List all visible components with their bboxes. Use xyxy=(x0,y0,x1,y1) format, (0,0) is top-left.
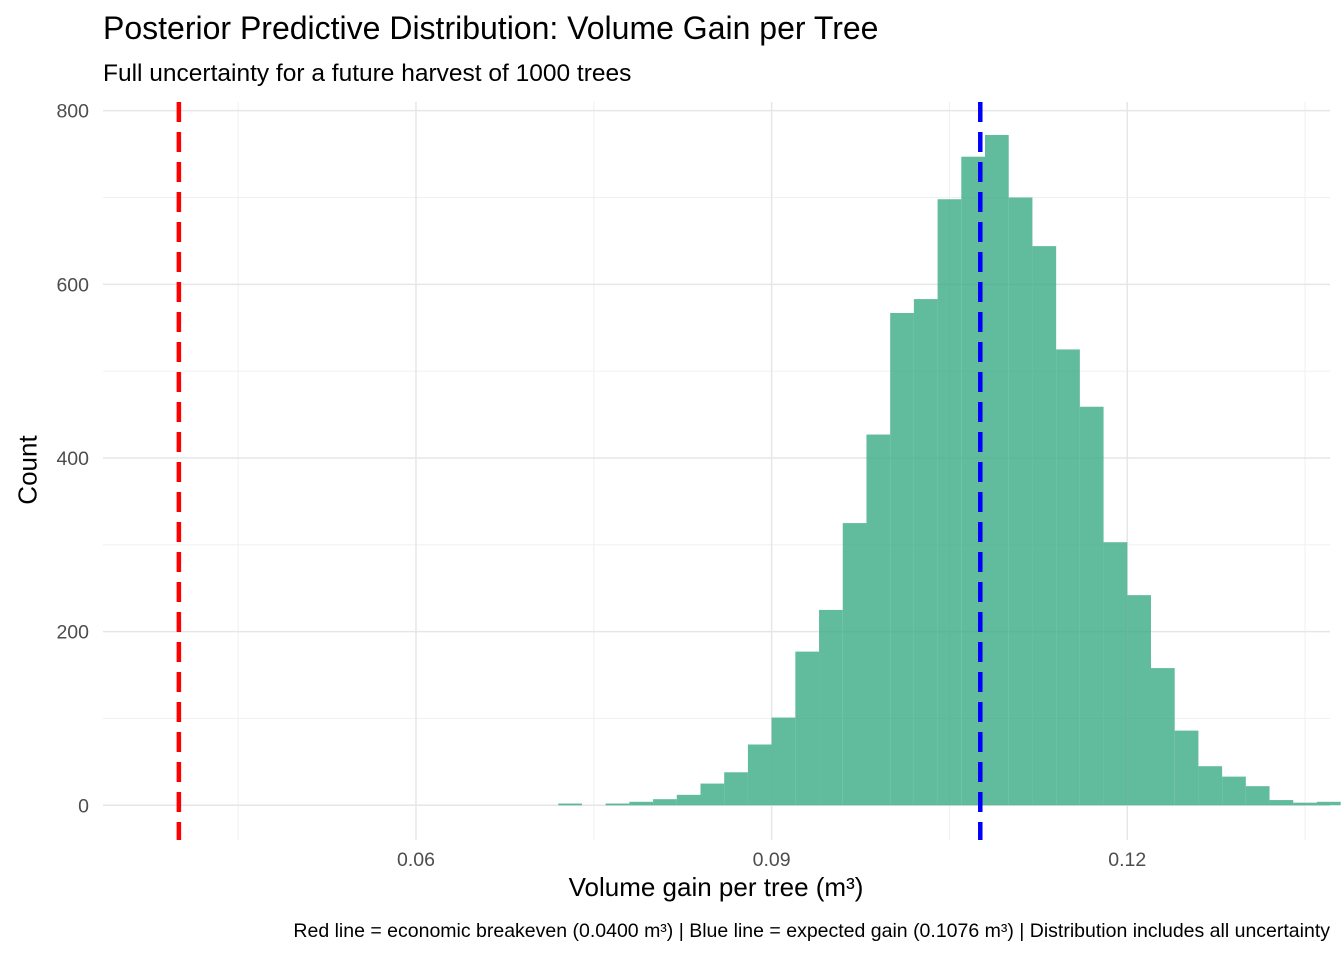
histogram-bar xyxy=(700,783,725,806)
histogram-bar xyxy=(890,312,914,806)
histogram-bar xyxy=(605,803,630,806)
histogram-bar xyxy=(1127,595,1151,806)
histogram-bar xyxy=(1222,776,1246,806)
y-tick-label: 600 xyxy=(56,274,89,296)
histogram-bars xyxy=(558,134,1341,806)
histogram-bar xyxy=(629,801,654,806)
histogram-bar xyxy=(771,717,796,806)
histogram-bar xyxy=(747,744,772,806)
histogram-bar xyxy=(1245,786,1270,806)
histogram-bar xyxy=(653,799,677,806)
histogram-bar xyxy=(985,134,1009,806)
histogram-bar xyxy=(676,794,701,806)
chart-subtitle: Full uncertainty for a future harvest of… xyxy=(103,60,632,87)
histogram-bar xyxy=(866,434,891,806)
histogram-bar xyxy=(1269,800,1294,806)
histogram-bar xyxy=(1316,801,1341,806)
y-tick-label: 200 xyxy=(56,622,89,644)
histogram-bar xyxy=(1198,766,1223,806)
histogram-bar xyxy=(1293,802,1317,806)
y-tick-label: 400 xyxy=(56,448,89,470)
y-axis-label: Count xyxy=(12,435,43,505)
histogram-bar xyxy=(558,803,582,806)
histogram-bar xyxy=(1103,542,1128,806)
histogram-bar xyxy=(842,523,867,806)
y-tick-labels: 0 200 400 600 800 xyxy=(56,101,89,818)
histogram-bar xyxy=(724,772,748,806)
y-tick-label: 800 xyxy=(56,101,89,123)
reference-lines xyxy=(176,102,983,840)
histogram-bar xyxy=(795,651,820,806)
histogram-bar xyxy=(937,199,962,806)
histogram-bar xyxy=(1079,406,1104,806)
chart-caption: Red line = economic breakeven (0.0400 m³… xyxy=(293,920,1330,942)
histogram-bar xyxy=(913,299,938,806)
y-tick-label: 0 xyxy=(78,795,89,817)
x-tick-label: 0.12 xyxy=(1108,849,1146,871)
x-tick-label: 0.06 xyxy=(397,849,435,871)
histogram-bar xyxy=(1174,730,1199,806)
histogram-bar xyxy=(1150,668,1175,806)
x-tick-label: 0.09 xyxy=(753,849,791,871)
chart-title: Posterior Predictive Distribution: Volum… xyxy=(103,10,879,46)
x-axis-label: Volume gain per tree (m³) xyxy=(568,872,864,902)
x-tick-labels: 0.06 0.09 0.12 xyxy=(397,849,1146,871)
histogram-bar xyxy=(819,609,843,806)
histogram-bar xyxy=(1032,246,1057,806)
histogram-bar xyxy=(1056,349,1080,806)
histogram-bar xyxy=(1008,197,1033,806)
